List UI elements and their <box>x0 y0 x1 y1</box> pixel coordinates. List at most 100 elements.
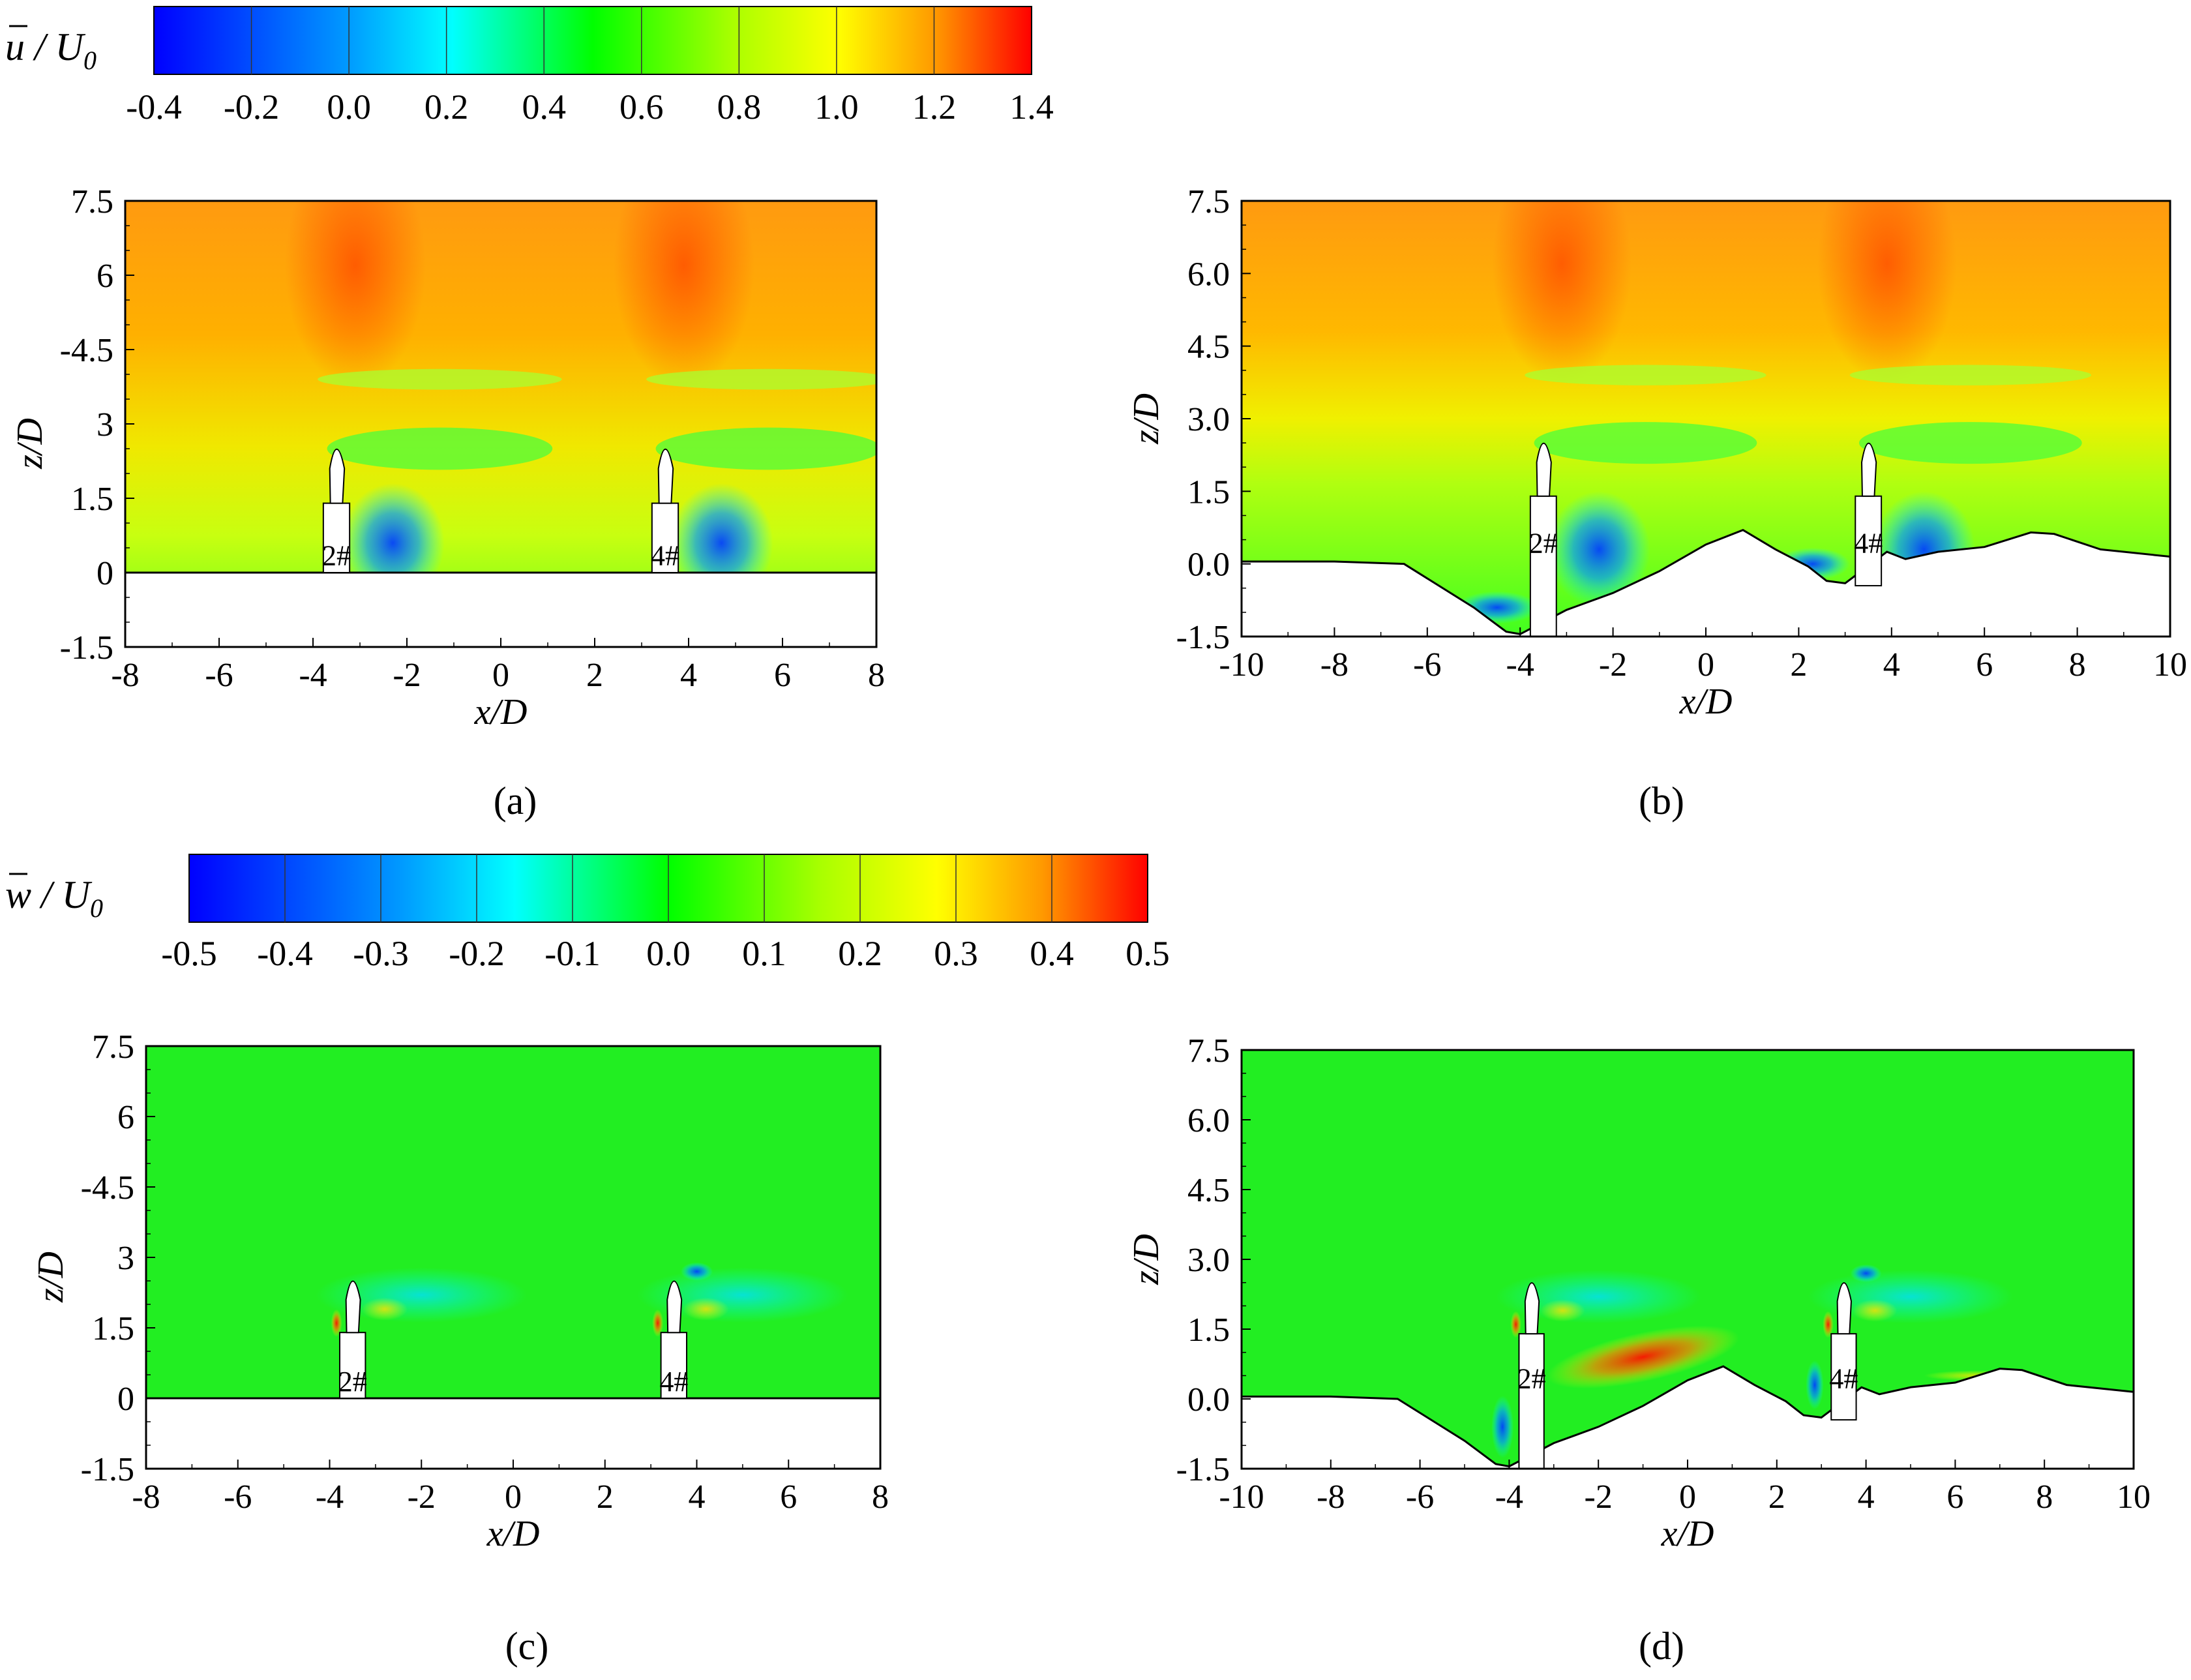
colorbar-tick-label: 0.3 <box>934 934 978 973</box>
downwash-core <box>1491 1395 1514 1458</box>
colorbar-title-sub: 0 <box>83 46 97 75</box>
turbine-nacelle <box>329 448 346 504</box>
turbine-tower <box>651 502 679 573</box>
x-tick-label: -8 <box>132 1478 160 1516</box>
colorbar-title-rest: / U <box>25 25 86 68</box>
y-tick-label: 6 <box>97 258 113 295</box>
panel-label: (b) <box>1639 779 1684 822</box>
upwash-zone <box>1540 1299 1585 1322</box>
colorbar-tick-label: -0.5 <box>161 934 216 973</box>
colorbar-tick-label: 0.4 <box>1030 934 1074 973</box>
x-tick-label: -2 <box>1599 646 1627 683</box>
colorbar-tick-label: 0.0 <box>327 87 371 127</box>
panel-label: (d) <box>1639 1625 1684 1668</box>
turbine-label: 4# <box>659 1366 688 1398</box>
seabed-mask <box>1242 1365 2134 1469</box>
turbine-tower <box>1855 495 1883 587</box>
y-tick-label: 4.5 <box>1187 1172 1230 1209</box>
x-tick-label: 4 <box>689 1478 706 1516</box>
x-tick-label: -8 <box>1317 1478 1345 1516</box>
panel-c: 2# 4# -8 -6 -4 -2 0 2 4 6 8 -1.5 0 1.5 3 -4.5 6 7.5 x/D z/D… <box>31 1028 889 1668</box>
y-tick-label: 1.5 <box>92 1310 134 1347</box>
colorbar-title-sub: 0 <box>90 893 103 923</box>
x-tick-label: -4 <box>299 657 327 694</box>
accel-zone <box>1492 201 1632 384</box>
x-tick-label: -6 <box>1406 1478 1434 1516</box>
panel-d: 2# 4# -10 -8 -6 -4 -2 0 2 4 6 8 10 -1.5 0.0 1.5 3.0 4.5 6.… <box>1126 1032 2151 1668</box>
turbine-4: 4# <box>651 448 679 573</box>
y-tick-label: 6.0 <box>1187 256 1230 293</box>
upwash-zone <box>361 1297 408 1321</box>
x-axis-label: x/D <box>1679 682 1733 722</box>
y-tick-label: 3.0 <box>1187 1242 1230 1279</box>
x-tick-label: -2 <box>408 1478 436 1516</box>
x-tick-label: -6 <box>205 657 233 694</box>
x-axis-label: x/D <box>474 692 528 732</box>
turbine-tower <box>1830 1333 1857 1421</box>
turbine-nacelle <box>1836 1282 1852 1335</box>
colorbar-tick-label: 0.5 <box>1125 934 1170 973</box>
y-tick-label: 6 <box>117 1099 134 1136</box>
x-tick-label: 4 <box>1858 1478 1875 1516</box>
turbine-nacelle <box>657 448 674 504</box>
colorbar-tick-label: -0.4 <box>257 934 312 973</box>
x-tick-label: 8 <box>872 1478 889 1516</box>
x-tick-label: 6 <box>774 657 791 694</box>
turbine-label: 4# <box>651 540 679 572</box>
upwash-edge <box>1510 1311 1521 1338</box>
turbine-label: 2# <box>338 1366 367 1398</box>
turbine-2: 2# <box>338 1280 367 1399</box>
x-tick-label: -2 <box>393 657 421 694</box>
turbine-nacelle <box>1861 442 1877 497</box>
panel-label: (a) <box>494 779 537 822</box>
x-axis-label: x/D <box>1661 1514 1714 1554</box>
x-tick-label: 0 <box>492 657 509 694</box>
y-tick-label: 1.5 <box>1187 1312 1230 1349</box>
colorbar-w: -0.5 -0.4 -0.3 -0.2 -0.1 0.0 0.1 0.2 0.3 0.4 0.5 w … <box>5 854 1170 973</box>
colorbar-tick-label: -0.3 <box>353 934 408 973</box>
x-tick-label: 6 <box>1946 1478 1963 1516</box>
wake-shear-band <box>318 368 562 390</box>
y-axis-label: z/D <box>1126 1234 1167 1285</box>
x-tick-label: 10 <box>2153 646 2187 683</box>
y-tick-label: -4.5 <box>60 332 113 369</box>
upwash-edge <box>331 1309 342 1337</box>
colorbar-tick-label: 0.8 <box>717 87 762 127</box>
panel-b: 2# 4# -10 -8 -6 -4 -2 0 2 4 6 8 10 -1.5 0.0 1.5 3.0 4.5 6.… <box>1126 183 2187 822</box>
downwash-core <box>680 1262 713 1281</box>
colorbar-tick-label: 1.0 <box>814 87 859 127</box>
x-tick-label: -10 <box>1219 1478 1264 1516</box>
colorbar-tick-label: 0.2 <box>425 87 469 127</box>
wake-band <box>655 427 876 470</box>
y-tick-label: 0.0 <box>1187 1381 1230 1418</box>
turbine-tower <box>1518 1333 1545 1469</box>
wake-shear-band <box>1525 365 1766 385</box>
x-tick-label: -8 <box>111 657 139 694</box>
colorbar-tick-label: 0.0 <box>646 934 691 973</box>
colorbar-title: u / U0 <box>5 25 97 75</box>
wake-band <box>1858 422 2082 464</box>
x-tick-label: 2 <box>1790 646 1807 683</box>
panel-label: (c) <box>505 1625 549 1668</box>
y-tick-label: 7.5 <box>1187 1032 1230 1070</box>
y-tick-label: -1.5 <box>81 1451 134 1488</box>
y-tick-label: 0.0 <box>1187 547 1230 584</box>
turbine-2: 2# <box>322 448 351 573</box>
x-tick-label: -6 <box>224 1478 252 1516</box>
y-tick-label: 3.0 <box>1187 401 1230 438</box>
accel-zone <box>1817 201 1957 384</box>
y-tick-label: 1.5 <box>1187 473 1230 511</box>
y-tick-label: 4.5 <box>1187 329 1230 366</box>
y-tick-label: 6.0 <box>1187 1102 1230 1139</box>
downwash-core <box>1850 1264 1882 1283</box>
y-tick-label: -1.5 <box>1176 619 1230 656</box>
y-tick-label: 7.5 <box>71 183 113 220</box>
upwash-edge <box>1823 1311 1834 1338</box>
colorbar-tick-label: -0.1 <box>544 934 600 973</box>
colorbar-tick-label: 1.2 <box>912 87 957 127</box>
wake-shear-band <box>1849 365 2091 385</box>
x-tick-label: 4 <box>680 657 697 694</box>
colorbar-u: -0.4 -0.2 0.0 0.2 0.4 0.6 0.8 1.0 1.2 1.4 u / U0 <box>5 6 1054 127</box>
turbine-nacelle <box>345 1280 361 1334</box>
